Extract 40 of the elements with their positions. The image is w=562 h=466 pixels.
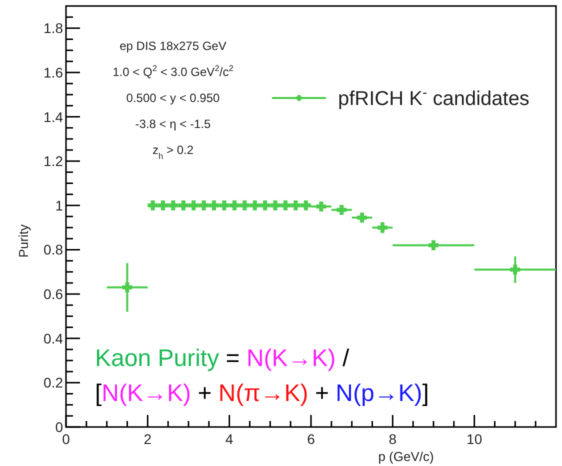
annotation: ] (422, 380, 429, 407)
y-tick-label: 0.2 (44, 374, 64, 391)
annotation: + (308, 380, 329, 407)
y-tick-label: 0 (55, 419, 64, 435)
x-tick-label: 8 (388, 431, 397, 447)
point (334, 202, 349, 217)
y-tick-label: 1.4 (44, 108, 64, 125)
point (120, 280, 134, 294)
y-tick-label: 1 (55, 197, 64, 214)
y-tick-label: 0.6 (44, 286, 64, 302)
annotation: 1.0 < Q$^{2}$ < 3.0 GeV$^{2}$/c$^{2}$ (112, 63, 234, 79)
point (355, 210, 370, 225)
annotation: N(K→K) (240, 345, 336, 372)
annotation: -3.8 < η < -1.5 (135, 117, 212, 131)
annotation: = (219, 345, 240, 372)
annotation: 0.500 < y < 0.950 (126, 91, 220, 105)
x-tick-label: 6 (307, 431, 316, 447)
annotation: [ (95, 380, 102, 407)
annotation: N(p→K) (328, 380, 422, 407)
annotation: N(K→K) (102, 380, 192, 407)
annotation: + (191, 380, 212, 407)
annotation: N(π→K) (212, 380, 308, 407)
y-tick-label: 1.6 (44, 64, 64, 80)
annotation: z$_{h}$ > 0.2 (152, 143, 194, 161)
y-tick-label: 0.4 (44, 330, 64, 346)
annotation: / (336, 345, 350, 372)
y-tick-label: 0.8 (44, 242, 64, 258)
point (375, 220, 390, 235)
y-axis-title: Purity (16, 224, 31, 258)
legend-label: pfRICH K$^{-}$ candidates (338, 84, 530, 110)
annotation: Kaon Purity (95, 345, 220, 372)
x-tick-label: 10 (466, 431, 482, 447)
y-tick-label: 1.8 (44, 20, 64, 36)
point (426, 238, 440, 252)
x-axis-title: p (GeV/c) (378, 449, 434, 464)
x-tick-label: 2 (144, 431, 152, 447)
annotation: ep DIS 18x275 GeV (120, 39, 226, 53)
x-tick-label: 4 (225, 431, 234, 447)
y-tick-label: 1.2 (44, 153, 64, 170)
point (508, 262, 522, 277)
